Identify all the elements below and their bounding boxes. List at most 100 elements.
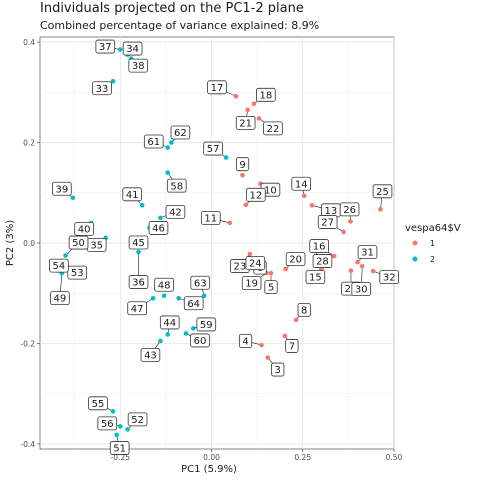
point-label-box: [128, 235, 149, 250]
point-label-box: [317, 215, 338, 229]
point-label-24: 24: [245, 256, 266, 270]
point-label-27: 27: [317, 215, 338, 229]
data-point-60: [183, 331, 189, 336]
point-label-box: [88, 396, 108, 411]
point-label-text: 8: [301, 305, 307, 316]
point-label-box: [165, 204, 186, 219]
point-label-text: 41: [126, 190, 139, 201]
point-label-32: 32: [379, 270, 399, 285]
point-label-text: 32: [383, 273, 396, 284]
point-label-box: [49, 258, 69, 273]
point-label-box: [339, 202, 360, 217]
point-label-box: [50, 291, 70, 306]
data-point-4: [259, 342, 264, 348]
point-labels: 3456789101112131415161718192021222324252…: [49, 39, 399, 455]
chart-title: Individuals projected on the PC1-2 plane: [40, 1, 304, 16]
data-point-47: [150, 295, 156, 301]
point-label-37: 37: [95, 39, 116, 54]
point-label-22: 22: [263, 121, 283, 136]
point-label-text: 3: [275, 365, 281, 376]
point-label-text: 46: [152, 224, 165, 235]
point-label-box: [166, 178, 187, 193]
point-label-text: 38: [132, 61, 145, 72]
legend-key-2: [412, 256, 418, 262]
data-point-12: [243, 202, 249, 208]
point-label-box: [190, 275, 211, 290]
point-label-text: 62: [174, 128, 187, 139]
point-label-text: 47: [131, 304, 144, 315]
data-point-55: [110, 409, 116, 414]
point-label-text: 43: [144, 351, 157, 362]
point-label-box: [235, 115, 256, 130]
x-tick-label: 0.00: [203, 453, 220, 462]
point-label-text: 40: [78, 225, 91, 236]
point-label-text: 7: [289, 342, 295, 353]
point-label-box: [351, 282, 372, 297]
point-label-51: 51: [109, 441, 130, 455]
point-label-35: 35: [86, 238, 107, 252]
point-label-text: 63: [194, 278, 207, 289]
point-label-box: [200, 211, 221, 225]
data-point-37: [117, 47, 123, 52]
point-label-text: 42: [169, 207, 182, 218]
point-label-text: 33: [96, 84, 109, 95]
point-label-text: 56: [101, 419, 114, 430]
point-label-text: 16: [313, 242, 326, 253]
data-point-16: [331, 253, 337, 259]
point-label-box: [305, 270, 326, 285]
point-label-box: [95, 39, 116, 54]
point-label-text: 24: [249, 259, 262, 270]
point-label-box: [154, 277, 174, 292]
point-label-box: [379, 270, 399, 285]
point-label-text: 54: [53, 261, 66, 272]
data-point-42: [158, 215, 163, 221]
point-label-box: [196, 317, 217, 332]
point-label-text: 13: [325, 206, 338, 217]
point-label-box: [372, 184, 393, 199]
y-tick-label: 0.4: [23, 38, 35, 47]
point-label-21: 21: [235, 115, 256, 130]
data-point-41: [139, 203, 145, 208]
point-label-31: 31: [357, 245, 378, 259]
point-label-63: 63: [190, 275, 211, 290]
point-label-box: [148, 221, 169, 235]
data-point-31: [355, 259, 360, 265]
data-point-3: [265, 355, 271, 360]
y-tick-label: -0.4: [20, 440, 35, 449]
point-label-text: 27: [321, 218, 334, 229]
point-label-box: [291, 176, 312, 191]
point-label-41: 41: [122, 187, 142, 202]
data-point-23: [247, 251, 253, 257]
point-label-box: [159, 315, 180, 330]
point-label-text: 9: [239, 160, 245, 171]
point-label-text: 36: [132, 278, 145, 289]
point-label-text: 61: [147, 137, 160, 148]
point-label-25: 25: [372, 184, 393, 199]
data-point-52: [125, 427, 130, 432]
data-point-26: [348, 219, 353, 224]
data-point-29: [348, 268, 354, 273]
point-label-3: 3: [271, 362, 285, 377]
point-label-box: [170, 125, 191, 140]
y-tick-label: -0.2: [20, 339, 35, 348]
legend-key-1: [412, 240, 418, 246]
data-point-33: [110, 78, 116, 84]
point-label-18: 18: [256, 87, 276, 102]
point-label-box: [256, 87, 276, 102]
point-label-box: [140, 348, 161, 362]
data-point-25: [378, 207, 383, 212]
point-label-38: 38: [128, 58, 149, 73]
point-label-text: 19: [245, 279, 258, 290]
point-label-text: 51: [113, 444, 126, 455]
point-label-14: 14: [291, 176, 312, 191]
point-label-box: [92, 81, 112, 96]
point-label-text: 30: [355, 285, 368, 296]
data-point-30: [359, 263, 365, 269]
point-label-box: [127, 412, 148, 427]
x-tick-label: 0.50: [386, 453, 403, 462]
data-point-63: [201, 293, 207, 299]
point-label-15: 15: [305, 270, 326, 285]
point-label-text: 11: [204, 214, 217, 225]
point-label-box: [127, 301, 147, 316]
